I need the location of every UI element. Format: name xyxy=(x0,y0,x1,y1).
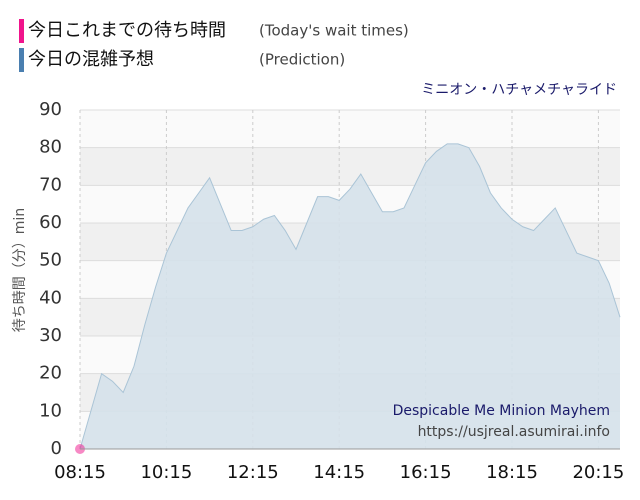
grid-band xyxy=(80,147,620,186)
annotation: https://usjreal.asumirai.info xyxy=(418,424,610,440)
legend-label: 今日これまでの待ち時間 xyxy=(28,20,226,41)
y-tick-label: 0 xyxy=(51,438,62,459)
x-tick-label: 14:15 xyxy=(313,462,365,483)
legend-label: 今日の混雑予想 xyxy=(28,49,154,70)
area-fill xyxy=(80,143,620,449)
chart-title: ミニオン・ハチャメチャライド xyxy=(421,82,617,98)
y-tick-label: 50 xyxy=(39,250,62,271)
x-tick-label: 20:15 xyxy=(572,462,624,483)
y-tick-label: 80 xyxy=(39,137,62,158)
legend-swatch xyxy=(19,19,24,43)
x-tick-label: 12:15 xyxy=(227,462,279,483)
y-tick-label: 20 xyxy=(39,363,62,384)
legend-note: (Prediction) xyxy=(259,51,345,69)
y-tick-label: 10 xyxy=(39,400,62,421)
legend-swatch xyxy=(19,48,24,72)
y-tick-label: 40 xyxy=(39,287,62,308)
y-axis-label: 待ち時間（分）min xyxy=(12,208,28,332)
y-tick-label: 90 xyxy=(39,99,62,120)
y-tick-label: 30 xyxy=(39,325,62,346)
y-tick-label: 60 xyxy=(39,212,62,233)
x-tick-label: 08:15 xyxy=(54,462,106,483)
x-tick-label: 10:15 xyxy=(140,462,192,483)
area-line xyxy=(79,143,621,450)
x-tick-label: 16:15 xyxy=(400,462,452,483)
legend-note: (Today's wait times) xyxy=(259,22,409,40)
annotation: Despicable Me Minion Mayhem xyxy=(393,403,610,419)
y-tick-label: 70 xyxy=(39,174,62,195)
x-tick-label: 18:15 xyxy=(486,462,538,483)
